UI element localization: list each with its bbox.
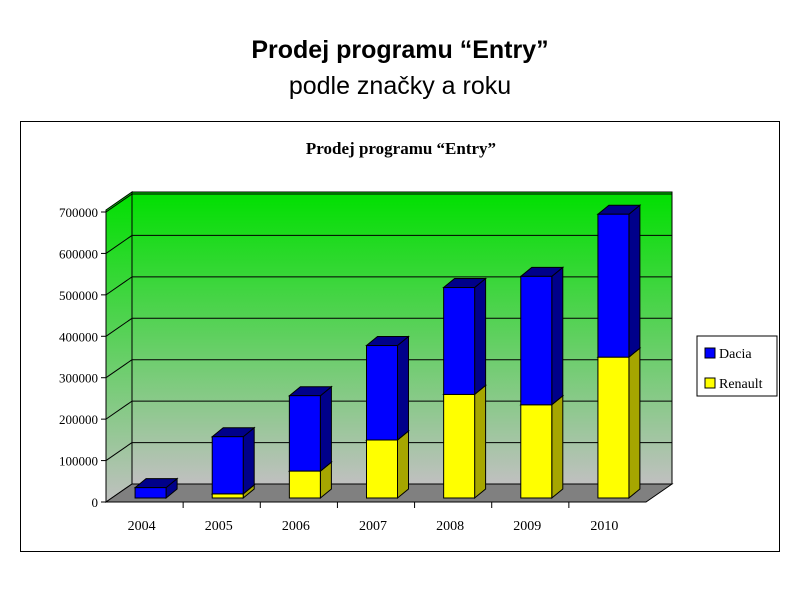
x-tick-label: 2010 [590,519,618,534]
slide-title: Prodej programu “Entry” [251,36,549,64]
bar-front [211,493,244,499]
bar-front [443,393,476,499]
bar-side [242,426,255,495]
x-axis: 2004 2005 2006 2007 2008 2009 2010 [128,502,618,534]
legend-swatch-renault [704,377,716,389]
gridline-side [105,235,133,254]
y-axis: 0 100000 200000 300000 400000 500000 600000 700… [59,205,646,510]
gridline-side [105,359,133,379]
y-tick-label: 0 [92,495,99,510]
bars [133,204,642,500]
y-tick-label: 400000 [59,329,98,344]
bar-dacia [133,477,179,500]
chart-title: Prodej programu “Entry” [306,139,496,158]
bar-renault [442,384,488,500]
chart-container: Prodej programu “Entry” 0 100000 200000 300… [20,121,780,552]
legend: Dacia Renault [696,335,778,397]
bar-dacia [210,426,256,495]
bar-front [520,275,553,406]
bar-front [288,395,321,472]
x-tick-label: 2006 [282,519,310,534]
bar-dacia [596,204,642,359]
y-tick-label: 700000 [59,205,98,220]
bar-dacia [442,277,488,396]
bar-side [397,429,409,500]
slide-subtitle: podle značky a roku [288,72,512,100]
bar-front [520,404,553,499]
y-tick-label: 600000 [59,246,98,261]
bar-front [366,345,398,441]
bar-front [134,487,167,499]
legend-label-renault: Renault [719,377,763,392]
bar-dacia [287,385,333,473]
bar-dacia [519,266,565,406]
x-tick-label: 2007 [359,519,387,534]
bar-side [628,204,641,359]
y-tick-label: 200000 [59,412,98,427]
gridline-side [105,276,133,296]
bar-renault [519,394,565,500]
bar-renault [365,429,410,500]
bar-front [366,439,398,499]
x-tick-label: 2004 [128,519,156,534]
gridline-side [105,193,133,213]
bar-front [597,213,630,358]
gridline-side [105,442,133,461]
bar-side [551,394,564,500]
y-tick-label: 300000 [59,371,98,386]
bar-front [288,470,321,499]
x-tick-label: 2009 [513,519,541,534]
x-tick-label: 2008 [436,519,464,534]
bar-side [628,347,641,500]
bar-side [319,385,332,473]
bar-side [474,277,487,396]
legend-swatch-dacia [704,347,716,359]
bar-side [474,384,487,500]
legend-label-dacia: Dacia [719,347,752,362]
stacked-bar-chart: Prodej programu “Entry” 0 100000 200000 300… [59,139,778,534]
bar-side [551,266,564,406]
bar-front [597,356,630,499]
bar-renault [596,347,642,500]
x-tick-label: 2005 [205,519,233,534]
gridline-side [105,317,133,337]
gridline-side [105,400,133,420]
y-tick-label: 500000 [59,288,98,303]
bar-dacia [365,335,410,442]
bar-front [211,436,244,495]
y-tick-label: 100000 [59,454,98,469]
bar-side [397,335,409,442]
bar-front [443,287,476,395]
